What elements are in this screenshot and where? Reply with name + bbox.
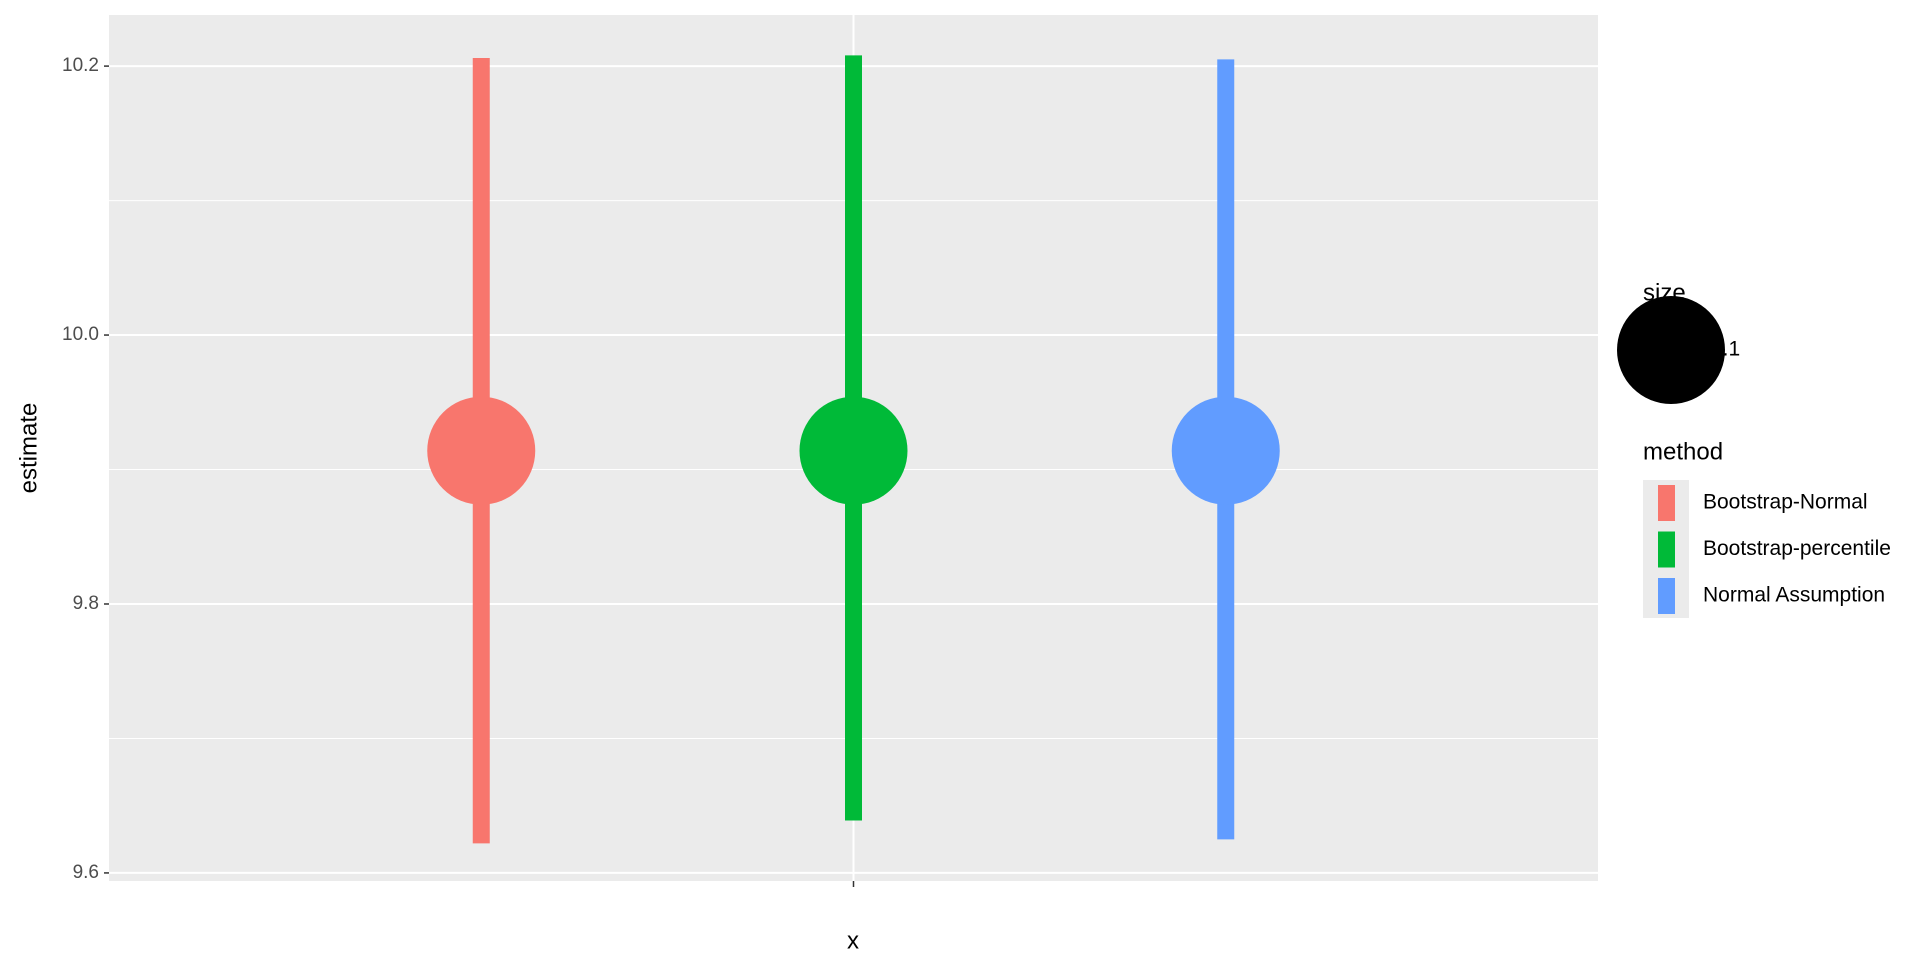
y-tick-label: 9.8 (73, 593, 99, 614)
point (799, 396, 908, 505)
legend-key (1658, 531, 1675, 568)
point (1171, 396, 1280, 505)
legend-key (1658, 578, 1675, 614)
size-legend-key (1617, 296, 1725, 404)
y-axis-title: estimate (15, 403, 42, 494)
point (427, 396, 536, 505)
legend-label: Normal Assumption (1703, 584, 1885, 607)
legend-label: Bootstrap-percentile (1703, 537, 1891, 560)
x-axis-title: x (847, 927, 859, 954)
y-tick-label: 10.2 (62, 55, 99, 76)
y-tick-label: 9.6 (73, 862, 99, 883)
y-tick-label: 10.0 (62, 324, 99, 345)
legend-title: method (1643, 438, 1723, 465)
legend-label: Bootstrap-Normal (1703, 491, 1868, 514)
legend-key (1658, 485, 1675, 521)
